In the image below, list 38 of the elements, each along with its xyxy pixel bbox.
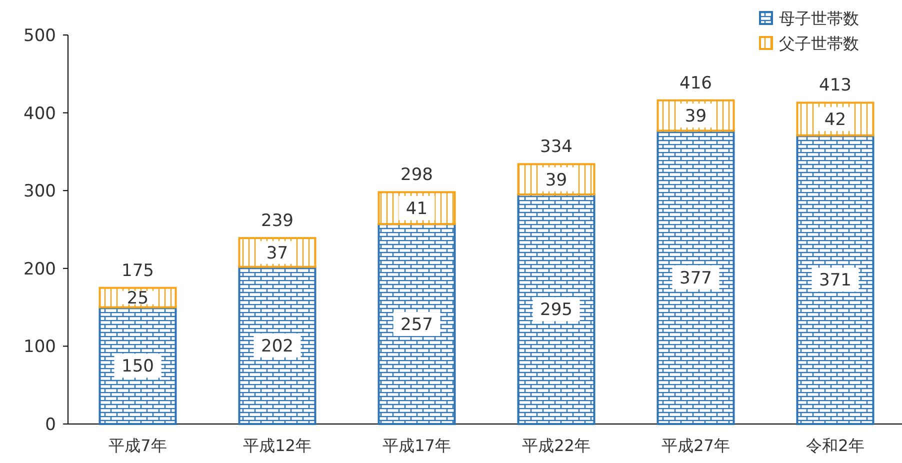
data-label: 25 <box>126 288 149 309</box>
bar <box>98 306 177 425</box>
y-tick-label: 200 <box>24 259 56 280</box>
data-label: 202 <box>261 336 294 356</box>
y-tick-label: 100 <box>24 337 56 358</box>
total-label: 334 <box>540 137 572 158</box>
data-label: 150 <box>122 356 154 377</box>
data-label: 37 <box>266 243 288 264</box>
legend-label: 父子世帯数 <box>779 34 859 53</box>
bar <box>656 130 735 425</box>
data-label: 377 <box>680 268 712 288</box>
total-label: 298 <box>400 165 433 186</box>
y-tick-label: 400 <box>24 104 56 124</box>
bar <box>796 134 874 425</box>
data-label: 41 <box>406 199 428 220</box>
total-label: 239 <box>261 211 294 232</box>
x-tick-label: 令和2年 <box>806 436 864 455</box>
total-label: 413 <box>819 76 852 96</box>
total-label: 416 <box>680 73 712 94</box>
x-tick-label: 平成22年 <box>522 436 590 455</box>
y-tick-label: 500 <box>24 26 56 46</box>
data-label: 39 <box>545 170 568 190</box>
data-label: 257 <box>400 315 433 336</box>
data-label: 371 <box>819 270 852 291</box>
bar <box>378 223 456 425</box>
y-tick-label: 300 <box>24 182 56 202</box>
bar <box>238 266 316 425</box>
x-tick-label: 平成12年 <box>243 436 312 455</box>
x-tick-label: 平成17年 <box>382 436 451 455</box>
legend-label: 母子世帯数 <box>779 9 859 28</box>
data-label: 42 <box>824 110 846 130</box>
y-tick-label: 0 <box>45 415 56 435</box>
x-tick-label: 平成27年 <box>662 436 730 455</box>
bar <box>517 193 596 425</box>
data-label: 295 <box>540 300 572 320</box>
total-label: 175 <box>122 260 154 281</box>
data-label: 39 <box>684 106 707 127</box>
x-tick-label: 平成7年 <box>108 436 167 455</box>
